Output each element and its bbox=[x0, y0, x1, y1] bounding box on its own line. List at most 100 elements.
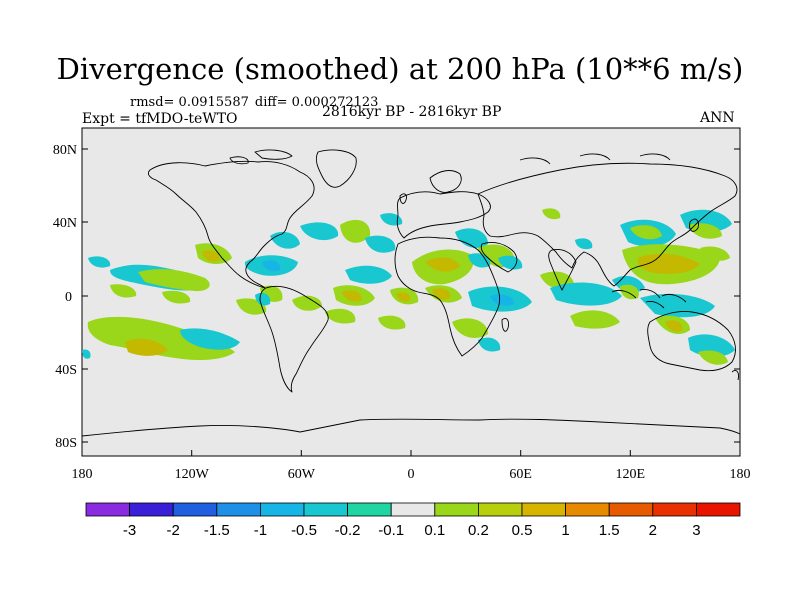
contour-negative bbox=[575, 238, 593, 250]
colorbar-label: -1 bbox=[254, 522, 267, 539]
contour-positive-strong bbox=[125, 338, 168, 356]
contour-positive bbox=[292, 295, 322, 311]
contour-negative bbox=[468, 253, 491, 268]
colorbar-label: -3 bbox=[123, 522, 136, 539]
contour-positive bbox=[138, 269, 210, 292]
colorbar bbox=[85, 502, 741, 517]
colorbar-swatch bbox=[390, 502, 436, 517]
colorbar-label: 2 bbox=[649, 522, 657, 539]
contour-positive-strong bbox=[425, 257, 460, 272]
colorbar-swatch bbox=[696, 502, 741, 517]
diff-value: diff= 0.000272123 bbox=[254, 95, 379, 110]
contour-negative bbox=[478, 337, 501, 352]
coast-greenland bbox=[315, 149, 357, 188]
contour-negative-strong bbox=[262, 260, 281, 272]
contour-positive bbox=[688, 223, 722, 239]
period-label: 2816kyr BP - 2816kyr BP bbox=[322, 104, 502, 120]
colorbar-labels: -3 -2 -1.5 -1 -0.5 -0.2 -0.1 0.1 0.2 0.5 1 1.5 2 3 bbox=[123, 522, 701, 539]
lon-label: 60E bbox=[509, 467, 532, 482]
contour-negative-strong bbox=[490, 294, 515, 306]
coast-madagascar bbox=[501, 317, 509, 332]
lat-label: 40S bbox=[55, 363, 77, 378]
lat-label: 40N bbox=[53, 216, 77, 231]
rmsd-value: rmsd= 0.0915587 bbox=[130, 95, 249, 110]
lon-label: 0 bbox=[408, 467, 415, 482]
coast-scandinavia bbox=[429, 170, 462, 193]
contour-negative bbox=[345, 265, 392, 284]
colorbar-swatch bbox=[259, 502, 305, 517]
colorbar-label: -0.5 bbox=[291, 522, 317, 539]
coast-india bbox=[548, 249, 577, 291]
contour-positive bbox=[110, 284, 137, 298]
coast-south-america bbox=[259, 285, 329, 393]
coastlines bbox=[81, 149, 741, 437]
contour-negative bbox=[380, 213, 403, 226]
lon-label: 180 bbox=[72, 467, 93, 482]
coast-canada-islands bbox=[229, 149, 293, 165]
divergence-contours bbox=[82, 208, 735, 365]
colorbar-swatch bbox=[216, 502, 261, 517]
colorbar-swatch bbox=[85, 502, 130, 517]
lon-label: 120W bbox=[175, 467, 210, 482]
coast-antarctica bbox=[81, 418, 741, 437]
contour-negative bbox=[88, 256, 111, 268]
contour-positive bbox=[700, 246, 730, 261]
contour-positive-strong bbox=[432, 288, 451, 300]
lat-label: 80S bbox=[55, 436, 77, 451]
contour-positive bbox=[620, 284, 639, 300]
colorbar-label: 1 bbox=[561, 522, 569, 539]
contour-positive bbox=[698, 350, 728, 365]
coast-indonesia bbox=[611, 289, 687, 309]
contour-negative bbox=[365, 235, 396, 253]
contour-negative bbox=[498, 255, 523, 270]
colorbar-label: -0.1 bbox=[378, 522, 404, 539]
colorbar-swatch bbox=[565, 502, 610, 517]
coast-japan bbox=[689, 218, 699, 232]
colorbar-label: -2 bbox=[167, 522, 180, 539]
colorbar-swatch bbox=[477, 502, 523, 517]
colorbar-swatch bbox=[521, 502, 566, 517]
lon-label: 120E bbox=[616, 467, 646, 482]
contour-positive bbox=[630, 225, 662, 240]
colorbar-swatch bbox=[172, 502, 218, 517]
lat-labels: 80N 40N 0 40S 80S bbox=[53, 143, 77, 451]
stats-line: rmsd= 0.0915587 diff= 0.000272123 bbox=[130, 95, 378, 110]
coast-arctic-islands bbox=[519, 153, 671, 165]
contour-positive bbox=[340, 219, 371, 243]
coast-africa bbox=[394, 236, 501, 357]
colorbar-swatch bbox=[434, 502, 479, 517]
colorbar-label: 0.5 bbox=[512, 522, 533, 539]
contour-positive bbox=[325, 308, 356, 324]
coast-britain bbox=[399, 193, 407, 204]
colorbar-swatch bbox=[303, 502, 348, 517]
colorbar-label: 1.5 bbox=[599, 522, 620, 539]
contour-negative bbox=[180, 328, 240, 350]
contour-negative bbox=[640, 293, 715, 318]
contour-negative bbox=[82, 349, 91, 359]
contour-positive-strong bbox=[202, 250, 220, 262]
colorbar-label: -1.5 bbox=[204, 522, 230, 539]
contour-positive bbox=[542, 208, 561, 220]
colorbar-swatch bbox=[608, 502, 654, 517]
colorbar-label: -0.2 bbox=[335, 522, 361, 539]
colorbar-swatch bbox=[652, 502, 697, 517]
contour-positive-strong bbox=[342, 290, 362, 302]
contour-negative bbox=[550, 282, 622, 306]
colorbar-swatch bbox=[347, 502, 392, 517]
season-label: ANN bbox=[700, 110, 735, 126]
lon-labels: 180 120W 60W 0 60E 120E 180 bbox=[72, 467, 751, 482]
coast-australia bbox=[647, 311, 736, 372]
coast-north-america bbox=[147, 160, 315, 289]
contour-positive bbox=[162, 290, 191, 304]
coast-arabia bbox=[480, 241, 518, 273]
coast-asia bbox=[477, 162, 738, 287]
lon-label: 60W bbox=[288, 467, 316, 482]
colorbar-label: 0.1 bbox=[424, 522, 445, 539]
contour-positive bbox=[452, 318, 488, 338]
contour-positive-strong bbox=[665, 320, 683, 332]
contour-positive bbox=[570, 310, 620, 329]
contour-negative bbox=[455, 228, 488, 248]
plot-title: Divergence (smoothed) at 200 hPa (10**6 … bbox=[56, 52, 744, 86]
contour-negative bbox=[300, 222, 339, 241]
contour-positive-strong bbox=[396, 292, 411, 302]
